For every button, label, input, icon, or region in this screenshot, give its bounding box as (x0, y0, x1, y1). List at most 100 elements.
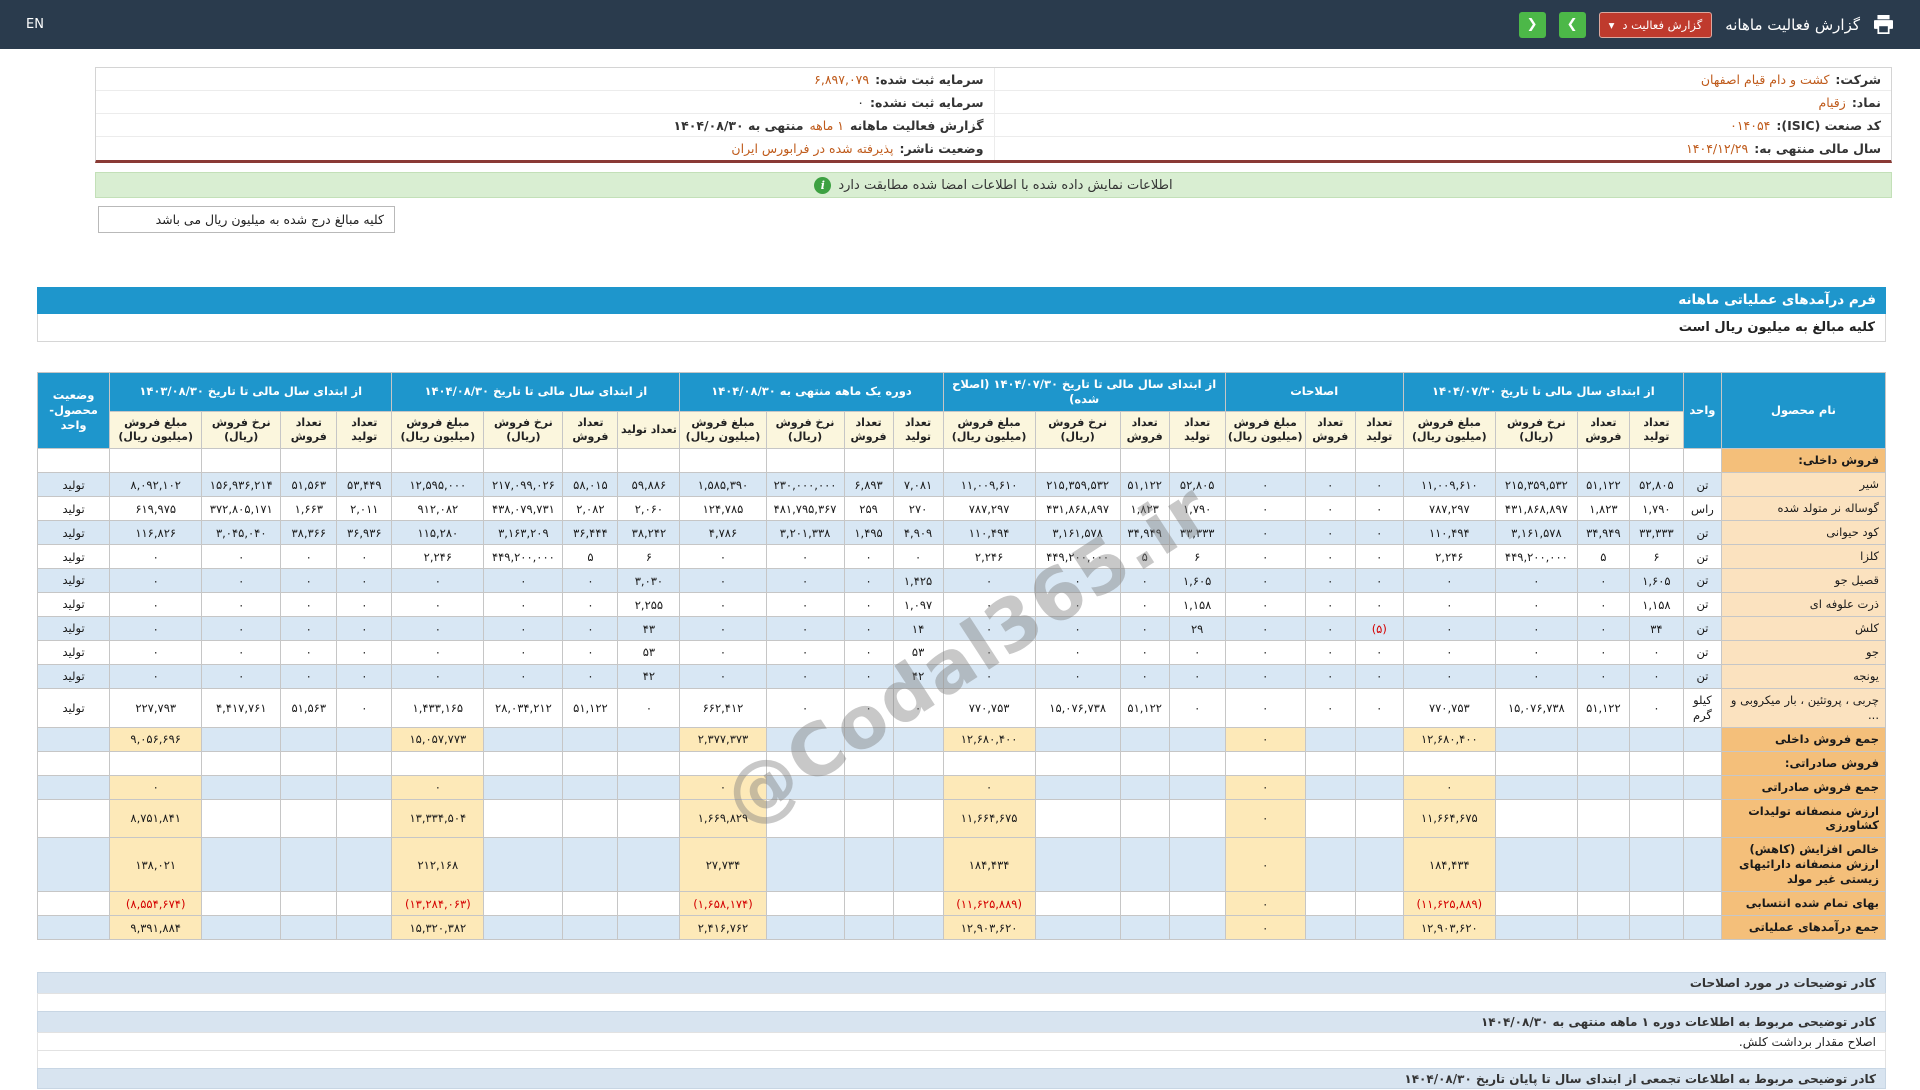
value-cell: ۰ (483, 663, 564, 689)
total-value-cell: ۱۳,۳۳۴,۵۰۴ (391, 798, 485, 839)
total-value-cell: ۲۷,۷۳۴ (679, 837, 767, 893)
status-cell (36, 726, 111, 752)
value-cell: ۳۸,۲۴۲ (617, 520, 681, 546)
value-cell: ۰ (1402, 592, 1496, 618)
value-cell: ۰ (1494, 616, 1578, 641)
total-value-cell: ۱۸۴,۴۳۴ (1402, 837, 1496, 893)
empty-cell (1119, 774, 1170, 800)
empty-cell (562, 915, 619, 941)
column-header: تعداد فروش (843, 410, 894, 450)
value-cell: ۰ (201, 568, 282, 594)
info-value[interactable]: ۰۱۴۰۵۴ (1730, 117, 1771, 133)
empty-cell (336, 448, 393, 474)
empty-cell (892, 750, 944, 776)
empty-cell (892, 837, 944, 893)
value-cell: ۰ (1224, 616, 1306, 641)
value-cell: ۰ (1354, 592, 1404, 618)
value-cell: ۰ (1224, 472, 1306, 498)
value-cell: ۰ (562, 639, 619, 665)
value-cell: ۵۱,۱۲۲ (1119, 472, 1170, 498)
empty-cell (336, 837, 393, 893)
value-cell: ۴,۴۱۷,۷۶۱ (201, 687, 282, 728)
value-cell: ۴۳۱,۸۶۸,۸۹۷ (1034, 496, 1121, 522)
value-cell: ۰ (843, 568, 894, 594)
column-header: از ابتدای سال مالی تا تاریخ ۱۴۰۳/۰۸/۳۰ (109, 372, 393, 412)
empty-cell (843, 726, 894, 752)
empty-cell (391, 750, 485, 776)
info-value[interactable]: کشت و دام قیام اصفهان (1700, 71, 1830, 87)
value-cell: ۵ (562, 544, 619, 570)
unit-cell (1682, 750, 1722, 776)
value-cell: ۳,۲۰۱,۳۳۸ (765, 520, 845, 546)
value-cell: ۰ (1224, 568, 1306, 594)
empty-cell (765, 891, 845, 917)
value-cell: ۰ (1494, 663, 1578, 689)
empty-cell (562, 726, 619, 752)
value-cell: ۳,۱۶۳,۲۰۹ (483, 520, 564, 546)
empty-cell (201, 891, 282, 917)
info-value[interactable]: ۶,۸۹۷,۰۷۹ (814, 71, 870, 87)
info-value[interactable]: ۱۴۰۴/۱۲/۲۹ (1686, 141, 1749, 156)
value-cell: ۰ (336, 687, 393, 728)
info-label: سال مالی منتهی به: (1754, 141, 1881, 156)
empty-cell (1402, 448, 1496, 474)
product-name-cell: یونجه (1720, 663, 1887, 689)
value-cell: ۰ (336, 568, 393, 594)
value-cell: ۵۱,۵۶۳ (280, 472, 338, 498)
empty-cell (1628, 915, 1684, 941)
status-cell: تولید (36, 663, 111, 689)
value-cell: ۰ (1402, 616, 1496, 641)
info-value[interactable]: پذیرفته شده در فرابورس ایران (731, 141, 894, 156)
value-cell: ۰ (1119, 639, 1170, 665)
table-row: قصیل جو تن ۱,۶۰۵ ۰ ۰ ۰ ۰ ۰ ۰ ۱,۶۰۵ ۰ ۰ ۰ ۱,۴۲۵ ۰ ۰ ۰ ۳,۰۳… (36, 568, 1887, 594)
value-cell: ۳,۰۳۰ (617, 568, 681, 594)
info-value[interactable]: زقیام (1818, 94, 1846, 110)
empty-cell (1168, 798, 1226, 839)
value-cell: ۰ (1168, 687, 1226, 728)
value-cell: ۴,۷۸۶ (679, 520, 767, 546)
empty-cell (562, 448, 619, 474)
empty-cell (336, 774, 393, 800)
value-cell: ۰ (201, 663, 282, 689)
empty-cell (843, 750, 894, 776)
printer-icon[interactable] (1873, 15, 1894, 34)
form-unit-note: کلیه مبالغ به میلیون ریال است (37, 314, 1886, 342)
value-cell: ۰ (1576, 639, 1630, 665)
unit-cell (1682, 448, 1722, 474)
report-type-dropdown[interactable]: گزارش فعالیت د ▾ (1598, 11, 1713, 38)
info-value[interactable]: ۱ ماهه (809, 117, 844, 133)
value-cell: ۰ (336, 544, 393, 570)
empty-cell (1628, 448, 1684, 474)
product-name-cell: جمع درآمدهای عملیاتی (1720, 915, 1887, 941)
status-cell (36, 774, 111, 800)
form-title-bar: فرم درآمدهای عملیاتی ماهانه (37, 287, 1886, 314)
value-cell: ۰ (391, 616, 485, 641)
value-cell: ۰ (1628, 663, 1684, 689)
value-cell: ۴۴۹,۲۰۰,۰۰۰ (1494, 544, 1578, 570)
empty-cell (1494, 891, 1578, 917)
value-cell: ۰ (109, 568, 203, 594)
value-cell: ۰ (109, 639, 203, 665)
value-cell: ۷۸۷,۲۹۷ (942, 496, 1036, 522)
value-cell: ۰ (1304, 496, 1356, 522)
value-cell: ۰ (280, 616, 338, 641)
info-row: سرمایه ثبت شده: ۶,۸۹۷,۰۷۹ (96, 68, 994, 91)
language-toggle[interactable]: EN (26, 17, 44, 32)
value-cell: ۲۸,۰۳۴,۲۱۲ (483, 687, 564, 728)
next-report-button[interactable]: ❯ (1558, 11, 1586, 38)
product-name-cell: فروش داخلی: (1720, 448, 1887, 474)
empty-cell (679, 750, 767, 776)
value-cell: ۰ (280, 592, 338, 618)
info-row: شرکت: کشت و دام قیام اصفهان (994, 68, 1891, 91)
prev-report-button[interactable]: ❮ (1518, 11, 1546, 38)
unit-cell: کیلو گرم (1682, 687, 1722, 728)
value-cell: ۰ (1354, 687, 1404, 728)
empty-cell (765, 448, 845, 474)
value-cell: ۰ (1304, 520, 1356, 546)
empty-cell (1576, 915, 1630, 941)
note-header: کادر توضیحی مربوط به اطلاعات دوره ۱ ماهه… (37, 1011, 1886, 1033)
value-cell: ۶۶۲,۴۱۲ (679, 687, 767, 728)
value-cell: ۰ (765, 544, 845, 570)
column-header: تعداد فروش (1576, 410, 1630, 450)
unit-cell: تن (1682, 663, 1722, 689)
